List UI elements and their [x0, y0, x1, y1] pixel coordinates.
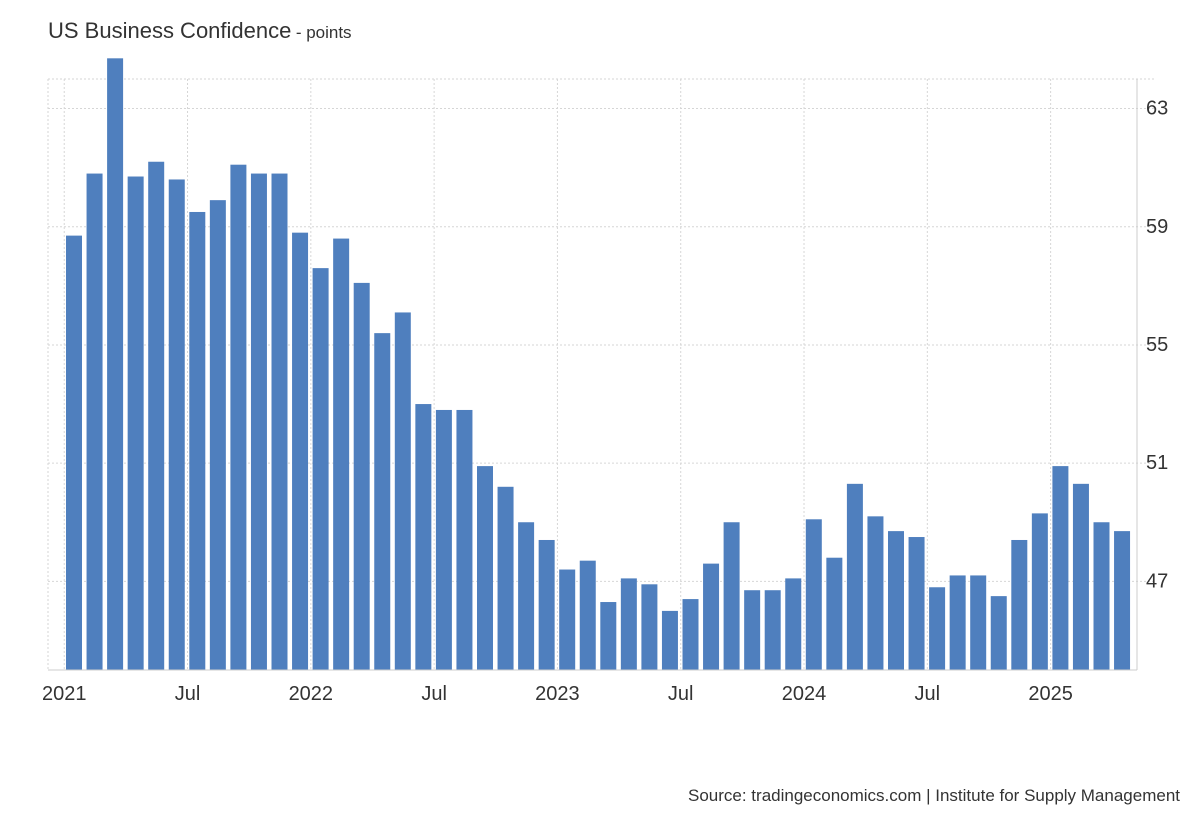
bar	[703, 563, 720, 670]
bar	[805, 519, 822, 670]
bar	[867, 516, 884, 670]
bar	[1031, 513, 1048, 670]
x-tick-label: Jul	[175, 683, 201, 705]
bar	[1093, 522, 1110, 670]
bar	[661, 610, 678, 670]
x-tick-label: Jul	[421, 683, 447, 705]
bar	[148, 161, 165, 671]
source-note: Source: tradingeconomics.com | Institute…	[688, 786, 1180, 805]
bar	[230, 164, 247, 670]
bar	[312, 268, 329, 670]
bar	[1052, 466, 1069, 670]
bar	[559, 569, 576, 670]
bar	[250, 173, 267, 670]
bar	[620, 578, 637, 670]
bar	[374, 333, 391, 670]
bar	[641, 584, 658, 670]
x-tick-label: 2023	[535, 683, 580, 705]
bar	[764, 590, 781, 670]
x-tick-label: 2024	[782, 683, 827, 705]
bar	[189, 211, 206, 670]
bar	[723, 522, 740, 670]
bar	[477, 466, 493, 670]
y-tick-label: 63	[1146, 98, 1168, 120]
bar	[127, 176, 144, 670]
y-tick-label: 47	[1146, 570, 1168, 592]
bar	[66, 235, 82, 671]
bar	[209, 200, 226, 670]
chart-title-unit: - points	[295, 23, 352, 42]
bar	[86, 173, 103, 670]
x-tick-label: 2025	[1028, 683, 1073, 705]
bar	[394, 312, 411, 670]
bar	[107, 58, 124, 670]
x-tick-label: Jul	[668, 683, 694, 705]
bar	[168, 179, 185, 670]
bar	[744, 590, 761, 670]
bar	[271, 173, 288, 670]
y-tick-label: 51	[1146, 452, 1168, 474]
x-tick-label: Jul	[915, 683, 941, 705]
bar	[497, 486, 514, 670]
chart-title: US Business Confidence - points	[48, 18, 352, 44]
bar	[785, 578, 802, 670]
bar	[579, 560, 596, 670]
bar	[333, 238, 350, 670]
bar	[826, 557, 843, 670]
bar	[538, 539, 555, 670]
bar	[908, 537, 925, 670]
bar	[1114, 531, 1131, 670]
bar	[682, 599, 699, 670]
bar	[518, 522, 535, 670]
bar	[970, 575, 987, 670]
bar	[435, 409, 452, 670]
bar	[846, 483, 863, 670]
chart-title-main: US Business Confidence	[48, 18, 292, 43]
bar-chart: 47 51 55 59 63 2021 Jul 2022 Jul 2023 Jul 2024 Jul 20…	[42, 58, 1168, 705]
bar	[929, 587, 946, 670]
bar	[353, 282, 370, 670]
x-tick-label: 2021	[42, 683, 87, 705]
x-tick-label: 2022	[289, 683, 334, 705]
bar	[1011, 539, 1028, 670]
y-tick-label: 59	[1146, 216, 1168, 238]
bar	[1072, 483, 1089, 670]
bar	[888, 531, 904, 670]
bar	[456, 409, 473, 670]
bar	[415, 404, 432, 670]
y-tick-label: 55	[1146, 334, 1168, 356]
bar	[292, 232, 309, 670]
bar	[949, 575, 966, 670]
bar	[990, 596, 1007, 670]
bar	[600, 602, 617, 670]
